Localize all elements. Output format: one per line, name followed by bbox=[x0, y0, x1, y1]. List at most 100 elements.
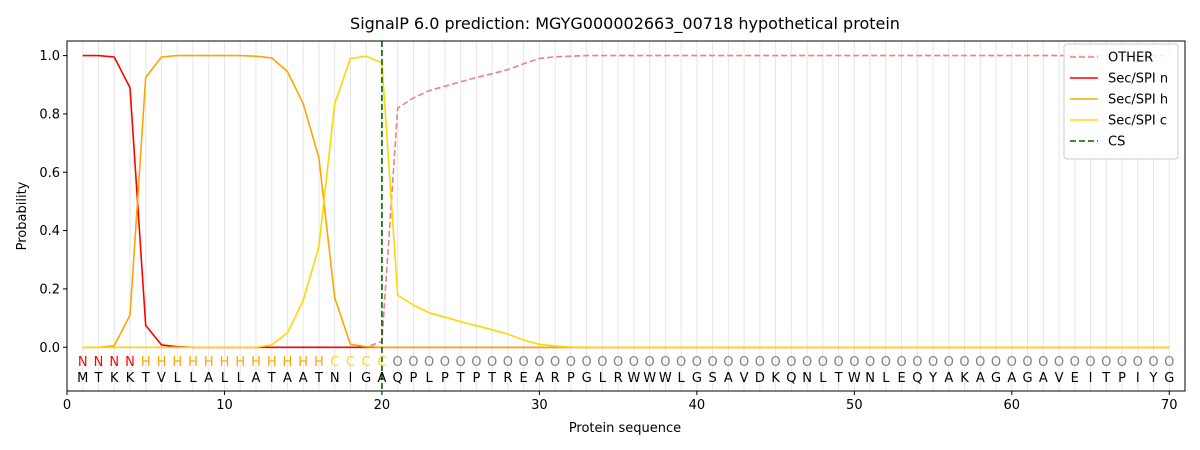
sequence-letter: A bbox=[377, 371, 386, 386]
annotation-letter: H bbox=[157, 355, 167, 370]
series-line-sec-spi-h bbox=[82, 54, 1170, 349]
annotation-letter: O bbox=[566, 355, 576, 370]
sequence-letter: N bbox=[802, 371, 812, 386]
axis-ticks: 0 10 20 30 40 50 60 70 0.0 0.2 0.4 0.6 0.8 1.0 bbox=[39, 49, 1177, 413]
sequence-letter: E bbox=[1071, 371, 1079, 386]
sequence-letter: A bbox=[724, 371, 733, 386]
sequence-letter: L bbox=[221, 371, 229, 386]
sequence-letter: W bbox=[659, 371, 672, 386]
annotation-letter: O bbox=[487, 355, 497, 370]
annotation-letter: O bbox=[755, 355, 765, 370]
annotation-letter: N bbox=[94, 355, 104, 370]
x-tick-label: 10 bbox=[216, 398, 233, 413]
series-line-sec-spi-c bbox=[82, 55, 1170, 349]
sequence-letter: A bbox=[204, 371, 213, 386]
sequence-letter: L bbox=[819, 371, 827, 386]
sequence-letter: G bbox=[991, 371, 1001, 386]
sequence-letter: P bbox=[567, 371, 575, 386]
legend: OTHER Sec/SPI n Sec/SPI h Sec/SPI c CS bbox=[1063, 43, 1179, 160]
annotation-letter: C bbox=[377, 355, 386, 370]
annotation-letter: O bbox=[503, 355, 513, 370]
sequence-letter: G bbox=[582, 371, 592, 386]
sequence-letter: A bbox=[252, 371, 261, 386]
x-tick-label: 60 bbox=[1004, 398, 1021, 413]
plot-frame bbox=[66, 40, 1186, 392]
series-lines bbox=[82, 41, 1170, 391]
legend-label: CS bbox=[1108, 135, 1125, 150]
sequence-letter: W bbox=[627, 371, 640, 386]
sequence-letter: A bbox=[299, 371, 308, 386]
sequence-letter: L bbox=[882, 371, 890, 386]
annotation-letter: H bbox=[283, 355, 293, 370]
annotation-letter: H bbox=[188, 355, 198, 370]
sequence-letter: I bbox=[1136, 371, 1140, 386]
sequence-letter: K bbox=[960, 371, 969, 386]
annotation-letter: O bbox=[865, 355, 875, 370]
annotation-letter: O bbox=[1148, 355, 1158, 370]
annotation-letter: C bbox=[346, 355, 355, 370]
x-tick-label: 40 bbox=[689, 398, 706, 413]
legend-label: OTHER bbox=[1108, 51, 1153, 66]
annotation-letter: O bbox=[1133, 355, 1143, 370]
sequence-letter: L bbox=[237, 371, 245, 386]
annotation-letter: O bbox=[818, 355, 828, 370]
sequence-letter: V bbox=[157, 371, 166, 386]
sequence-letter: D bbox=[755, 371, 765, 386]
annotation-letter: O bbox=[959, 355, 969, 370]
x-tick-label: 20 bbox=[374, 398, 391, 413]
legend-label: Sec/SPI h bbox=[1108, 93, 1168, 108]
sequence-letter: G bbox=[692, 371, 702, 386]
sequence-letter: A bbox=[976, 371, 985, 386]
legend-box bbox=[1063, 43, 1179, 160]
sequence-letter: K bbox=[110, 371, 119, 386]
annotation-letter: O bbox=[424, 355, 434, 370]
sequence-letter: V bbox=[740, 371, 749, 386]
annotation-letter: O bbox=[723, 355, 733, 370]
y-tick-label: 0.0 bbox=[39, 341, 60, 356]
annotation-letter: O bbox=[1022, 355, 1032, 370]
y-tick-label: 0.8 bbox=[39, 107, 60, 122]
sequence-letter: S bbox=[708, 371, 716, 386]
annotation-letter: O bbox=[786, 355, 796, 370]
legend-label: Sec/SPI n bbox=[1108, 72, 1168, 87]
annotation-letter: O bbox=[1054, 355, 1064, 370]
sequence-letter: T bbox=[141, 371, 150, 386]
annotation-letter: H bbox=[141, 355, 151, 370]
sequence-letter: M bbox=[77, 371, 88, 386]
annotation-letter: H bbox=[267, 355, 277, 370]
sequence-letter: A bbox=[283, 371, 292, 386]
sequence-letter: K bbox=[126, 371, 135, 386]
sequence-letter: T bbox=[487, 371, 496, 386]
sequence-letter: G bbox=[1164, 371, 1174, 386]
sequence-letter: G bbox=[361, 371, 371, 386]
sequence-letter: T bbox=[456, 371, 465, 386]
annotation-letter: O bbox=[597, 355, 607, 370]
annotation-letter: O bbox=[550, 355, 560, 370]
annotation-letter: O bbox=[833, 355, 843, 370]
sequence-letter: E bbox=[897, 371, 905, 386]
annotation-letter: O bbox=[849, 355, 859, 370]
sequence-letter: A bbox=[1039, 371, 1048, 386]
annotation-letter: O bbox=[991, 355, 1001, 370]
annotation-letter: H bbox=[251, 355, 261, 370]
annotation-letter: H bbox=[314, 355, 324, 370]
x-tick-label: 30 bbox=[531, 398, 548, 413]
annotation-letter: O bbox=[944, 355, 954, 370]
annotation-letter: H bbox=[298, 355, 308, 370]
annotation-letter: O bbox=[471, 355, 481, 370]
sequence-letter: Y bbox=[928, 371, 937, 386]
annotation-letter: O bbox=[676, 355, 686, 370]
x-tick-label: 0 bbox=[63, 398, 71, 413]
sequence-letter: P bbox=[441, 371, 449, 386]
annotation-letter: O bbox=[881, 355, 891, 370]
sequence-labels: NMNTNKNKHTHVHLHLHAHLHLHAHTHAHAHTCNCICGCA… bbox=[77, 355, 1174, 386]
y-tick-label: 0.4 bbox=[39, 224, 60, 239]
annotation-letter: O bbox=[1117, 355, 1127, 370]
sequence-letter: A bbox=[1007, 371, 1016, 386]
annotation-letter: O bbox=[975, 355, 985, 370]
sequence-letter: T bbox=[314, 371, 323, 386]
sequence-letter: K bbox=[771, 371, 780, 386]
sequence-letter: I bbox=[1089, 371, 1093, 386]
annotation-letter: H bbox=[172, 355, 182, 370]
